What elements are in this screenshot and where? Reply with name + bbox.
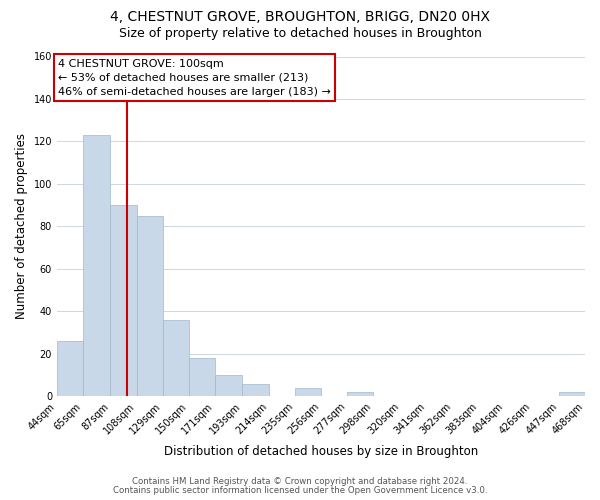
Bar <box>137 216 163 396</box>
Bar <box>110 205 137 396</box>
Text: Size of property relative to detached houses in Broughton: Size of property relative to detached ho… <box>119 28 481 40</box>
Text: 4, CHESTNUT GROVE, BROUGHTON, BRIGG, DN20 0HX: 4, CHESTNUT GROVE, BROUGHTON, BRIGG, DN2… <box>110 10 490 24</box>
Text: Contains HM Land Registry data © Crown copyright and database right 2024.: Contains HM Land Registry data © Crown c… <box>132 478 468 486</box>
Bar <box>559 392 585 396</box>
Bar <box>242 384 269 396</box>
Bar <box>163 320 189 396</box>
Bar <box>189 358 215 397</box>
Bar <box>57 341 83 396</box>
X-axis label: Distribution of detached houses by size in Broughton: Distribution of detached houses by size … <box>164 444 478 458</box>
Bar <box>295 388 321 396</box>
Y-axis label: Number of detached properties: Number of detached properties <box>15 134 28 320</box>
Bar <box>83 135 110 396</box>
Bar <box>347 392 373 396</box>
Bar <box>215 375 242 396</box>
Text: 4 CHESTNUT GROVE: 100sqm
← 53% of detached houses are smaller (213)
46% of semi-: 4 CHESTNUT GROVE: 100sqm ← 53% of detach… <box>58 58 331 96</box>
Text: Contains public sector information licensed under the Open Government Licence v3: Contains public sector information licen… <box>113 486 487 495</box>
